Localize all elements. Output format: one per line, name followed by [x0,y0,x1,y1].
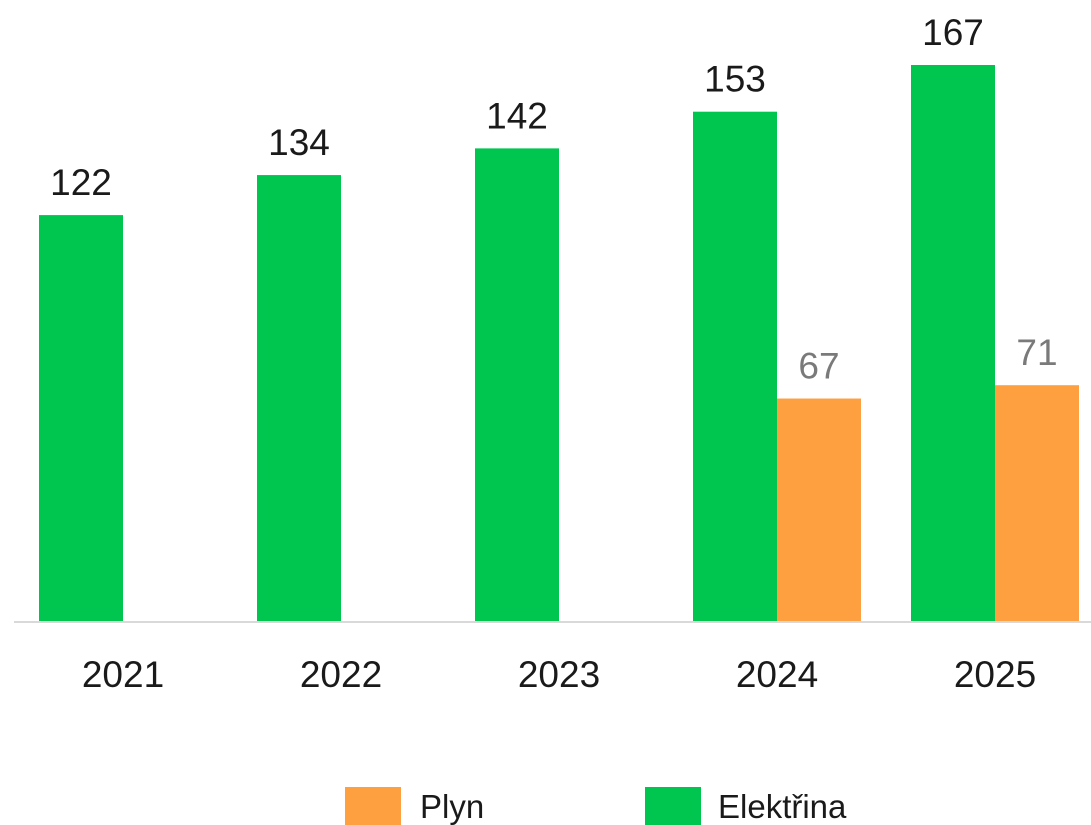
value-label-elektrina-2025: 167 [922,12,984,53]
value-label-elektrina-2021: 122 [50,162,112,203]
value-label-plyn-2024: 67 [798,346,839,387]
legend-swatch-elektrina [645,787,701,825]
value-label-plyn-2025: 71 [1016,332,1057,373]
x-tick-labels-layer: 2021 2022 2023 2024 2025 [82,654,1036,695]
bar-elektrina-2022 [257,175,341,623]
bar-plyn-2024 [777,398,861,622]
bar-elektrina-2024 [693,111,777,622]
value-label-elektrina-2024: 153 [704,59,766,100]
value-label-elektrina-2022: 134 [268,122,330,163]
x-tick-label-2024: 2024 [736,654,818,695]
bar-plyn-2025 [995,385,1079,622]
bar-elektrina-2021 [39,215,123,622]
value-labels-layer: 122 134 142 153 67 167 71 [50,12,1057,387]
x-tick-label-2022: 2022 [300,654,382,695]
legend-swatch-plyn [345,787,401,825]
bar-elektrina-2025 [911,65,995,622]
x-tick-label-2021: 2021 [82,654,164,695]
x-tick-label-2023: 2023 [518,654,600,695]
x-tick-label-2025: 2025 [954,654,1036,695]
legend-label-plyn: Plyn [420,788,484,825]
value-label-elektrina-2023: 142 [486,95,548,136]
legend: Plyn Elektřina [345,787,847,825]
legend-label-elektrina: Elektřina [718,788,847,825]
bar-elektrina-2023 [475,148,559,622]
bars-layer [39,65,1079,623]
